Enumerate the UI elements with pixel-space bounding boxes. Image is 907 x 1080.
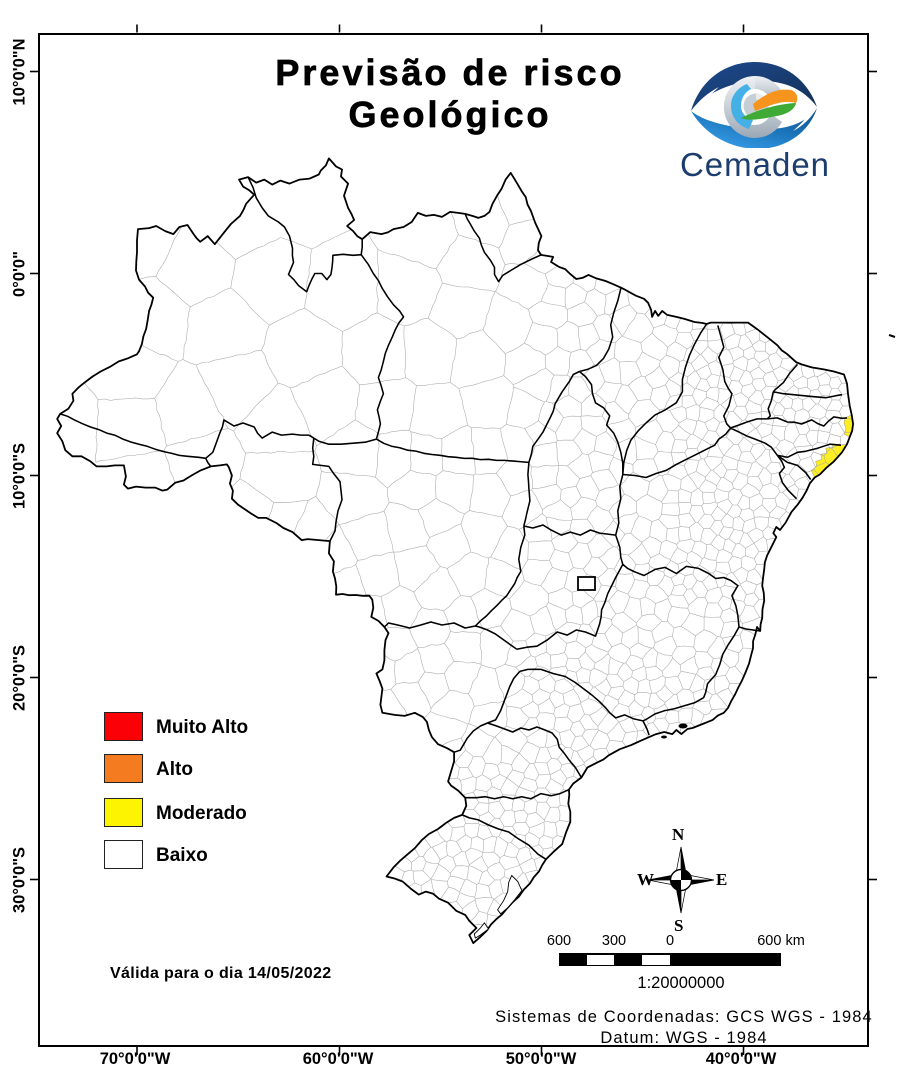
svg-text:30°0'0"S: 30°0'0"S xyxy=(10,846,28,912)
svg-text:0°0'0": 0°0'0" xyxy=(10,251,28,297)
svg-text:10°0'0"S: 10°0'0"S xyxy=(10,442,28,508)
svg-text:20°0'0"S: 20°0'0"S xyxy=(10,644,28,710)
svg-text:10°0'0"N: 10°0'0"N xyxy=(10,38,28,105)
